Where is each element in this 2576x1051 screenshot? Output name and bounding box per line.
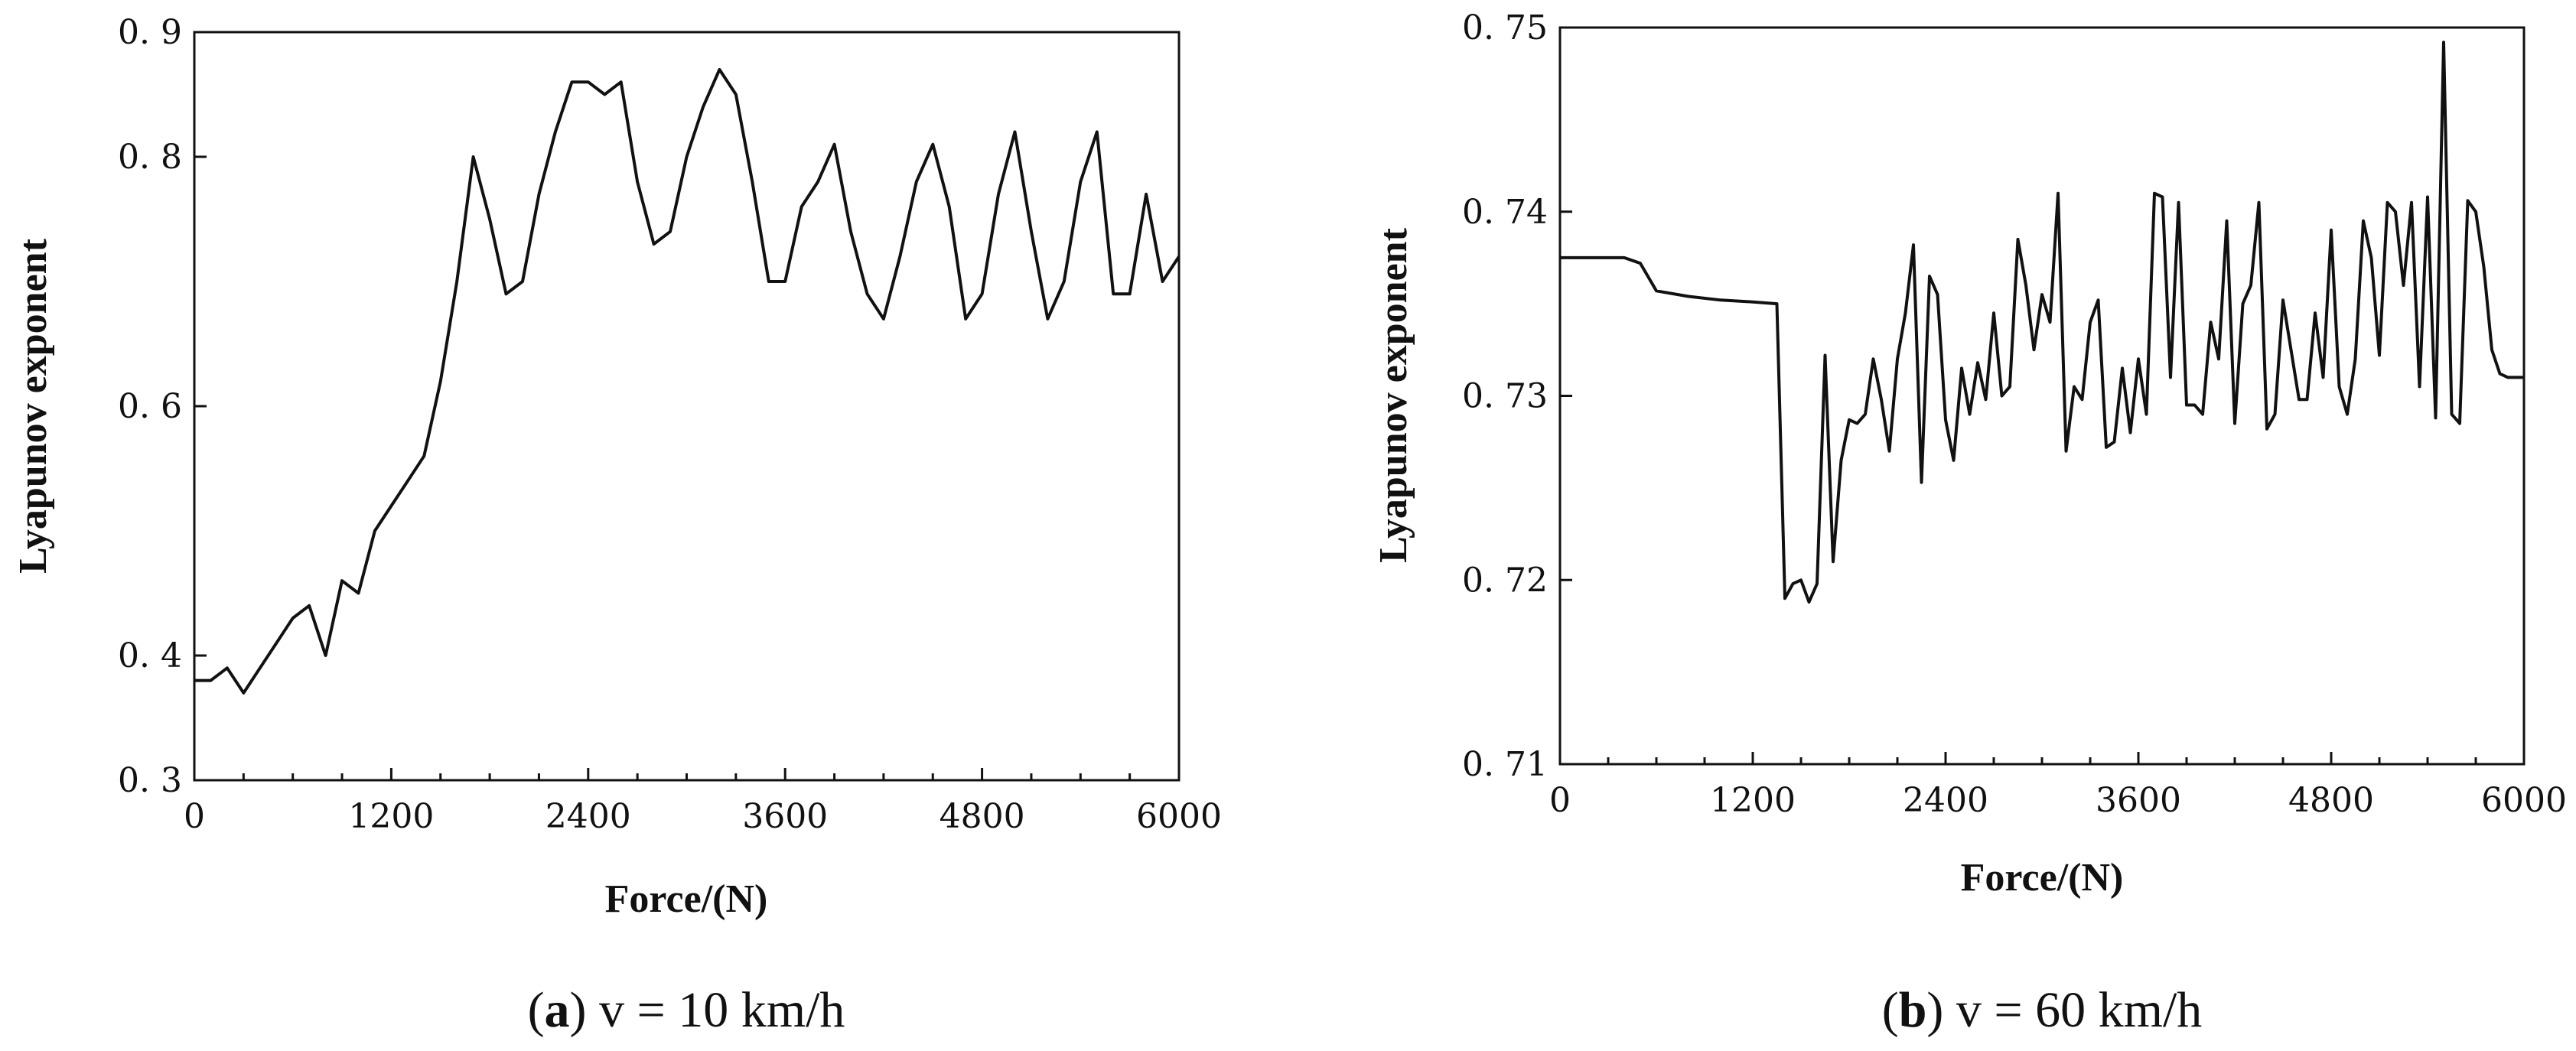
panel-a: 0 1200 2400 3600 4800 6000 0. 3 0. 4 0. 6 0. 8 0. … bbox=[11, 13, 1222, 1038]
tick-labels-a: 0 1200 2400 3600 4800 6000 0. 3 0. 4 0. 6 0. 8 0. … bbox=[118, 13, 1222, 836]
caption-text-a: v = 10 km/h bbox=[587, 982, 845, 1038]
y-tick-label-b: 0. 75 bbox=[1462, 8, 1548, 47]
x-tick-label-a: 1200 bbox=[348, 797, 434, 836]
caption-text-b: v = 60 km/h bbox=[1943, 982, 2202, 1038]
plot-frame-a bbox=[193, 31, 1181, 782]
x-tick-label-b: 3600 bbox=[2096, 781, 2181, 820]
ticks-a bbox=[193, 31, 1181, 782]
x-tick-label-a: 0 bbox=[184, 797, 205, 836]
x-tick-label-b: 0 bbox=[1549, 781, 1571, 820]
y-tick-label-b: 0. 73 bbox=[1462, 377, 1548, 416]
series-line-a bbox=[194, 67, 1181, 695]
panel-b: 0 1200 2400 3600 4800 6000 0. 71 0. 72 0. 73 0. 7… bbox=[1372, 8, 2567, 1038]
y-tick-label-b: 0. 72 bbox=[1462, 561, 1548, 600]
x-tick-label-b: 6000 bbox=[2481, 781, 2567, 820]
caption-a: (a) v = 10 km/h bbox=[528, 982, 845, 1038]
y-tick-label-a: 0. 9 bbox=[118, 13, 182, 52]
caption-letter-b: b bbox=[1899, 982, 1927, 1038]
series-line-b bbox=[1560, 41, 2524, 604]
ticks-b bbox=[1558, 26, 2526, 766]
tick-labels-b: 0 1200 2400 3600 4800 6000 0. 71 0. 72 0. 73 0. 7… bbox=[1462, 8, 2567, 820]
y-axis-label-a: Lyapunov exponent bbox=[11, 238, 55, 573]
x-tick-label-a: 3600 bbox=[742, 797, 828, 836]
y-tick-label-b: 0. 74 bbox=[1462, 193, 1548, 232]
x-tick-label-a: 6000 bbox=[1136, 797, 1222, 836]
y-tick-label-a: 0. 8 bbox=[118, 138, 182, 177]
caption-letter-a: a bbox=[545, 982, 570, 1038]
y-tick-label-a: 0. 4 bbox=[118, 636, 182, 675]
x-tick-label-b: 4800 bbox=[2288, 781, 2374, 820]
x-tick-label-b: 1200 bbox=[1710, 781, 1796, 820]
x-tick-label-b: 2400 bbox=[1903, 781, 1988, 820]
caption-b: (b) v = 60 km/h bbox=[1882, 982, 2203, 1038]
y-tick-label-b: 0. 71 bbox=[1462, 745, 1548, 784]
y-tick-label-a: 0. 6 bbox=[118, 387, 182, 426]
x-axis-label-a: Force/(N) bbox=[605, 877, 768, 921]
plot-frame-b bbox=[1558, 26, 2526, 766]
y-axis-label-b: Lyapunov exponent bbox=[1372, 227, 1415, 562]
x-axis-label-b: Force/(N) bbox=[1961, 856, 2124, 900]
x-tick-label-a: 2400 bbox=[545, 797, 631, 836]
x-tick-label-a: 4800 bbox=[940, 797, 1025, 836]
y-tick-label-a: 0. 3 bbox=[118, 761, 182, 800]
